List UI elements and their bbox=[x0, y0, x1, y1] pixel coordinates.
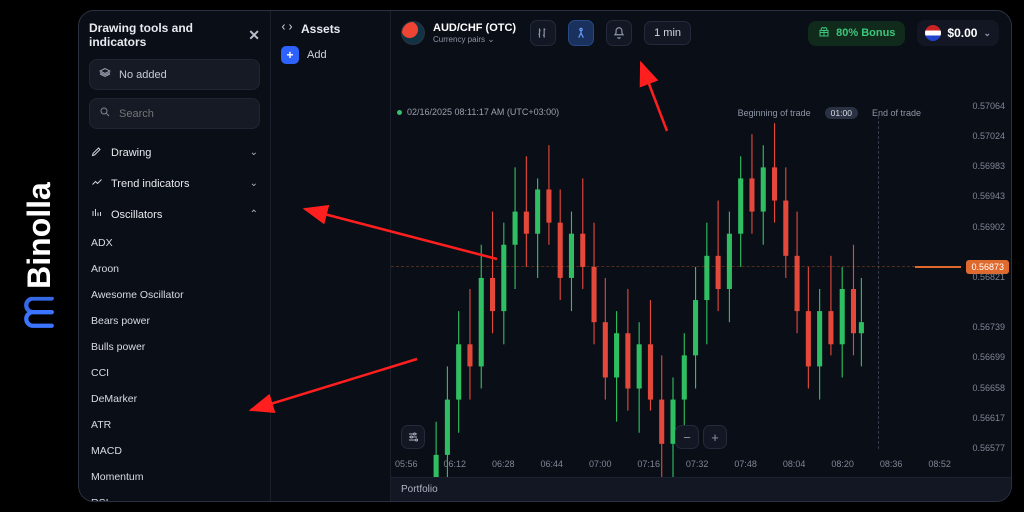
oscillator-item[interactable]: DeMarker bbox=[89, 386, 260, 412]
chart-area[interactable]: 02/16/2025 08:11:17 AM (UTC+03:00) Begin… bbox=[391, 51, 1011, 501]
chart-settings-button[interactable] bbox=[401, 425, 425, 449]
chart-type-button[interactable] bbox=[530, 20, 556, 46]
current-price-line bbox=[391, 266, 955, 267]
assets-title: Assets bbox=[301, 22, 340, 36]
balance-chip[interactable]: $0.00 ⌄ bbox=[917, 20, 999, 46]
balance-value: $0.00 bbox=[947, 26, 977, 40]
section-trend[interactable]: Trend indicators ⌄ bbox=[89, 168, 260, 199]
oscillator-item[interactable]: Bulls power bbox=[89, 334, 260, 360]
y-axis: 0.57064 0.57024 0.56983 0.56943 0.56902 0.568… bbox=[959, 101, 1009, 453]
search-icon bbox=[99, 106, 111, 121]
no-added-label: No added bbox=[119, 69, 167, 81]
x-axis-tick: 08:20 bbox=[831, 459, 854, 477]
zoom-out-button[interactable]: − bbox=[675, 425, 699, 449]
y-axis-tick: 0.56658 bbox=[959, 383, 1009, 393]
x-axis-tick: 08:04 bbox=[783, 459, 806, 477]
current-price-line-end bbox=[915, 266, 961, 268]
x-axis-tick: 07:32 bbox=[686, 459, 709, 477]
portfolio-label: Portfolio bbox=[401, 484, 438, 495]
brand-name: Binolla bbox=[21, 182, 58, 289]
close-icon[interactable]: ✕ bbox=[248, 27, 260, 44]
chevron-down-icon: ⌄ bbox=[983, 28, 991, 39]
oscillator-item[interactable]: Awesome Oscillator bbox=[89, 282, 260, 308]
us-flag-icon bbox=[925, 25, 941, 41]
layers-icon bbox=[99, 67, 111, 82]
oscillator-item[interactable]: MACD bbox=[89, 438, 260, 464]
zoom-in-button[interactable]: + bbox=[703, 425, 727, 449]
chevron-down-icon: ⌄ bbox=[250, 147, 258, 158]
chevron-down-icon: ⌄ bbox=[487, 34, 495, 44]
no-added-chip: No added bbox=[89, 59, 260, 90]
chart-panel: AUD/CHF (OTC) Currency pairs ⌄ 1 min 80%… bbox=[391, 11, 1011, 501]
oscillator-icon bbox=[91, 207, 103, 222]
x-axis-tick: 07:16 bbox=[637, 459, 660, 477]
pair-selector[interactable]: AUD/CHF (OTC) Currency pairs ⌄ bbox=[399, 17, 518, 49]
pair-flag-icon bbox=[401, 21, 425, 45]
oscillator-item[interactable]: Momentum bbox=[89, 464, 260, 490]
plus-icon[interactable]: + bbox=[281, 46, 299, 64]
assets-panel: Assets + Add bbox=[271, 11, 391, 501]
x-axis: 05:56 06:12 06:28 06:44 07:00 07:16 07:32 07:48… bbox=[391, 459, 955, 477]
brand-strip: Binolla bbox=[0, 0, 78, 512]
gift-icon bbox=[818, 26, 830, 41]
portfolio-bar[interactable]: Portfolio bbox=[391, 477, 1011, 501]
x-axis-tick: 07:48 bbox=[734, 459, 757, 477]
oscillator-item[interactable]: ADX bbox=[89, 230, 260, 256]
y-axis-tick: 0.56577 bbox=[959, 443, 1009, 453]
add-label: Add bbox=[307, 49, 327, 61]
y-axis-tick: 0.57024 bbox=[959, 131, 1009, 141]
oscillator-item[interactable]: ATR bbox=[89, 412, 260, 438]
alerts-button[interactable] bbox=[606, 20, 632, 46]
pair-sub: Currency pairs bbox=[433, 35, 485, 44]
bonus-chip[interactable]: 80% Bonus bbox=[808, 21, 905, 46]
bonus-label: 80% Bonus bbox=[836, 27, 895, 39]
zoom-controls: − + bbox=[675, 425, 727, 449]
oscillators-list: ADXAroonAwesome OscillatorBears powerBul… bbox=[89, 230, 260, 501]
y-axis-tick: 0.56821 bbox=[959, 272, 1009, 282]
candlestick-chart bbox=[391, 101, 955, 501]
search-box[interactable] bbox=[89, 98, 260, 129]
x-axis-tick: 06:28 bbox=[492, 459, 515, 477]
y-axis-tick: 0.56902 bbox=[959, 222, 1009, 232]
chevron-up-icon: ⌃ bbox=[250, 209, 258, 220]
chart-topbar: AUD/CHF (OTC) Currency pairs ⌄ 1 min 80%… bbox=[391, 11, 1011, 51]
x-axis-tick: 07:00 bbox=[589, 459, 612, 477]
add-asset-row[interactable]: + Add bbox=[281, 46, 380, 64]
section-oscillators[interactable]: Oscillators ⌃ bbox=[89, 199, 260, 230]
y-axis-tick: 0.56617 bbox=[959, 413, 1009, 423]
timeframe-label: 1 min bbox=[654, 27, 681, 39]
y-axis-tick: 0.57064 bbox=[959, 101, 1009, 111]
section-trend-label: Trend indicators bbox=[111, 178, 189, 190]
indicators-button[interactable] bbox=[568, 20, 594, 46]
oscillator-item[interactable]: RSI bbox=[89, 490, 260, 501]
brand-logo-icon bbox=[22, 296, 56, 330]
section-drawing[interactable]: Drawing ⌄ bbox=[89, 137, 260, 168]
oscillator-item[interactable]: Aroon bbox=[89, 256, 260, 282]
section-oscillators-label: Oscillators bbox=[111, 209, 162, 221]
oscillator-item[interactable]: Bears power bbox=[89, 308, 260, 334]
y-axis-tick: 0.56943 bbox=[959, 191, 1009, 201]
arrows-icon bbox=[281, 21, 293, 36]
tools-panel: Drawing tools and indicators ✕ No added … bbox=[79, 11, 271, 501]
x-axis-tick: 06:44 bbox=[540, 459, 563, 477]
x-axis-tick: 06:12 bbox=[443, 459, 466, 477]
timeframe-selector[interactable]: 1 min bbox=[644, 21, 691, 45]
pencil-icon bbox=[91, 145, 103, 160]
trend-icon bbox=[91, 176, 103, 191]
oscillator-item[interactable]: CCI bbox=[89, 360, 260, 386]
app-window: Drawing tools and indicators ✕ No added … bbox=[78, 10, 1012, 502]
tools-title: Drawing tools and indicators bbox=[89, 21, 248, 49]
y-axis-tick: 0.56983 bbox=[959, 161, 1009, 171]
search-input[interactable] bbox=[119, 108, 250, 120]
x-axis-tick: 08:36 bbox=[880, 459, 903, 477]
x-axis-tick: 05:56 bbox=[395, 459, 418, 477]
section-drawing-label: Drawing bbox=[111, 147, 151, 159]
y-axis-tick: 0.56739 bbox=[959, 322, 1009, 332]
chevron-down-icon: ⌄ bbox=[250, 178, 258, 189]
begin-trade-line bbox=[878, 111, 879, 449]
x-axis-tick: 08:52 bbox=[928, 459, 951, 477]
y-axis-tick: 0.56699 bbox=[959, 352, 1009, 362]
pair-name: AUD/CHF (OTC) bbox=[433, 22, 516, 34]
